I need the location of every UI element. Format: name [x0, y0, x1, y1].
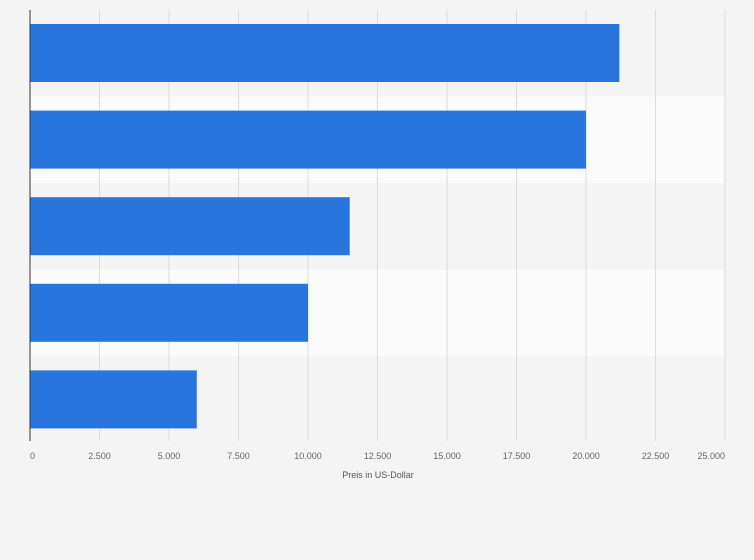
x-tick-label-7500: 7.500	[227, 451, 250, 461]
bar-3[interactable]	[30, 283, 308, 342]
x-axis-tick-labels: 0 2.500 5.000 7.500 10.000 12.500 15.000 17.500…	[30, 451, 725, 461]
bar-2[interactable]	[30, 197, 350, 256]
x-tick-label-2500: 2.500	[88, 451, 111, 461]
bars	[30, 24, 620, 429]
x-tick-label-20000: 20.000	[572, 451, 600, 461]
x-tick-label-17500: 17.500	[503, 451, 531, 461]
bar-1[interactable]	[30, 110, 586, 169]
bar-4[interactable]	[30, 370, 197, 429]
x-tick-label-5000: 5.000	[158, 451, 181, 461]
x-tick-label-15000: 15.000	[433, 451, 461, 461]
x-axis-title: Preis in US-Dollar	[342, 470, 414, 480]
x-tick-label-0: 0	[30, 451, 35, 461]
bar-0[interactable]	[30, 24, 620, 82]
x-tick-label-12500: 12.500	[364, 451, 392, 461]
x-tick-label-10000: 10.000	[294, 451, 322, 461]
x-tick-label-25000: 25.000	[697, 451, 725, 461]
x-tick-label-22500: 22.500	[642, 451, 670, 461]
